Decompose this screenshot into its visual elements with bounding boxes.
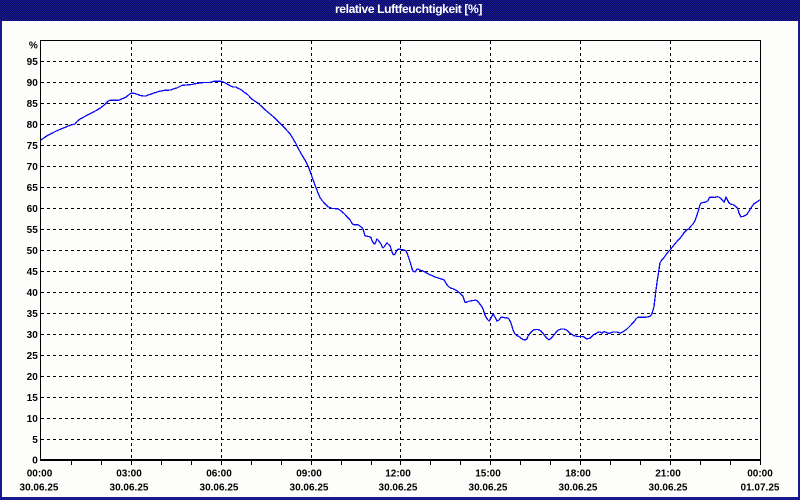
svg-text:45: 45 (27, 267, 39, 278)
svg-text:30.06.25: 30.06.25 (20, 483, 59, 494)
svg-text:30.06.25: 30.06.25 (379, 483, 418, 494)
svg-text:30: 30 (27, 330, 39, 341)
svg-text:01.07.25: 01.07.25 (741, 483, 780, 494)
svg-text:60: 60 (27, 204, 39, 215)
svg-text:30.06.25: 30.06.25 (649, 483, 688, 494)
svg-text:09:00: 09:00 (296, 469, 322, 480)
svg-text:85: 85 (27, 99, 39, 110)
svg-text:80: 80 (27, 120, 39, 131)
svg-text:95: 95 (27, 57, 39, 68)
svg-text:06:00: 06:00 (206, 469, 232, 480)
svg-text:20: 20 (27, 372, 39, 383)
svg-text:10: 10 (27, 414, 39, 425)
svg-text:25: 25 (27, 351, 39, 362)
svg-text:21:00: 21:00 (655, 469, 681, 480)
svg-text:30.06.25: 30.06.25 (110, 483, 149, 494)
svg-text:18:00: 18:00 (565, 469, 591, 480)
svg-text:15: 15 (27, 393, 39, 404)
svg-text:70: 70 (27, 162, 39, 173)
svg-text:30.06.25: 30.06.25 (200, 483, 239, 494)
svg-text:50: 50 (27, 246, 39, 257)
svg-text:40: 40 (27, 288, 39, 299)
svg-text:90: 90 (27, 78, 39, 89)
svg-text:00:00: 00:00 (747, 469, 773, 480)
svg-text:35: 35 (27, 309, 39, 320)
svg-text:30.06.25: 30.06.25 (469, 483, 508, 494)
svg-text:30.06.25: 30.06.25 (559, 483, 598, 494)
svg-text:75: 75 (27, 141, 39, 152)
svg-text:5: 5 (32, 435, 38, 446)
svg-text:0: 0 (32, 455, 38, 466)
svg-text:55: 55 (27, 225, 39, 236)
svg-text:00:00: 00:00 (27, 469, 53, 480)
svg-text:15:00: 15:00 (475, 469, 501, 480)
svg-text:03:00: 03:00 (116, 469, 142, 480)
svg-text:30.06.25: 30.06.25 (290, 483, 329, 494)
svg-text:%: % (29, 41, 38, 52)
svg-text:65: 65 (27, 183, 39, 194)
svg-text:12:00: 12:00 (385, 469, 411, 480)
